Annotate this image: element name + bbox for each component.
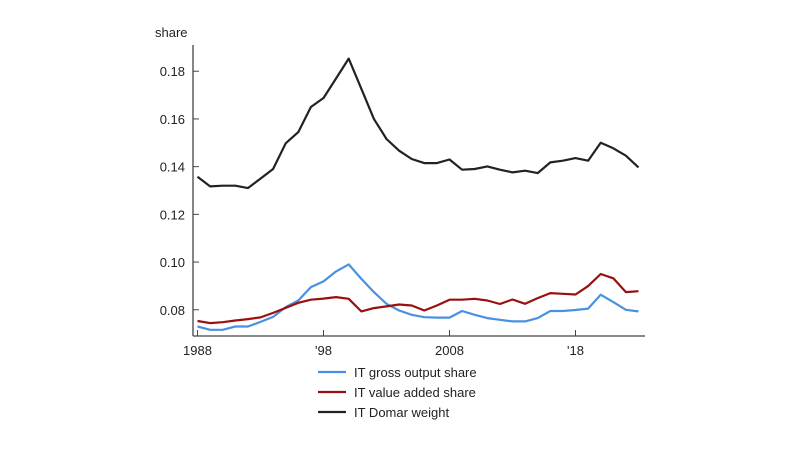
x-tick-label: '18	[567, 343, 584, 358]
legend-label: IT gross output share	[354, 365, 477, 380]
legend-label: IT Domar weight	[354, 405, 450, 420]
x-tick-label: 1988	[183, 343, 212, 358]
y-tick-label: 0.16	[160, 112, 185, 127]
y-axis-label: share	[155, 25, 188, 40]
series-line-1	[197, 272, 639, 325]
y-tick-label: 0.12	[160, 207, 185, 222]
x-tick-label: '98	[315, 343, 332, 358]
y-tick-label: 0.10	[160, 255, 185, 270]
series-line-2	[196, 57, 640, 190]
y-tick-label: 0.14	[160, 160, 185, 175]
x-tick-label: 2008	[435, 343, 464, 358]
series-line-0	[197, 263, 639, 331]
legend-label: IT value added share	[354, 385, 476, 400]
y-tick-label: 0.18	[160, 64, 185, 79]
y-tick-label: 0.08	[160, 303, 185, 318]
